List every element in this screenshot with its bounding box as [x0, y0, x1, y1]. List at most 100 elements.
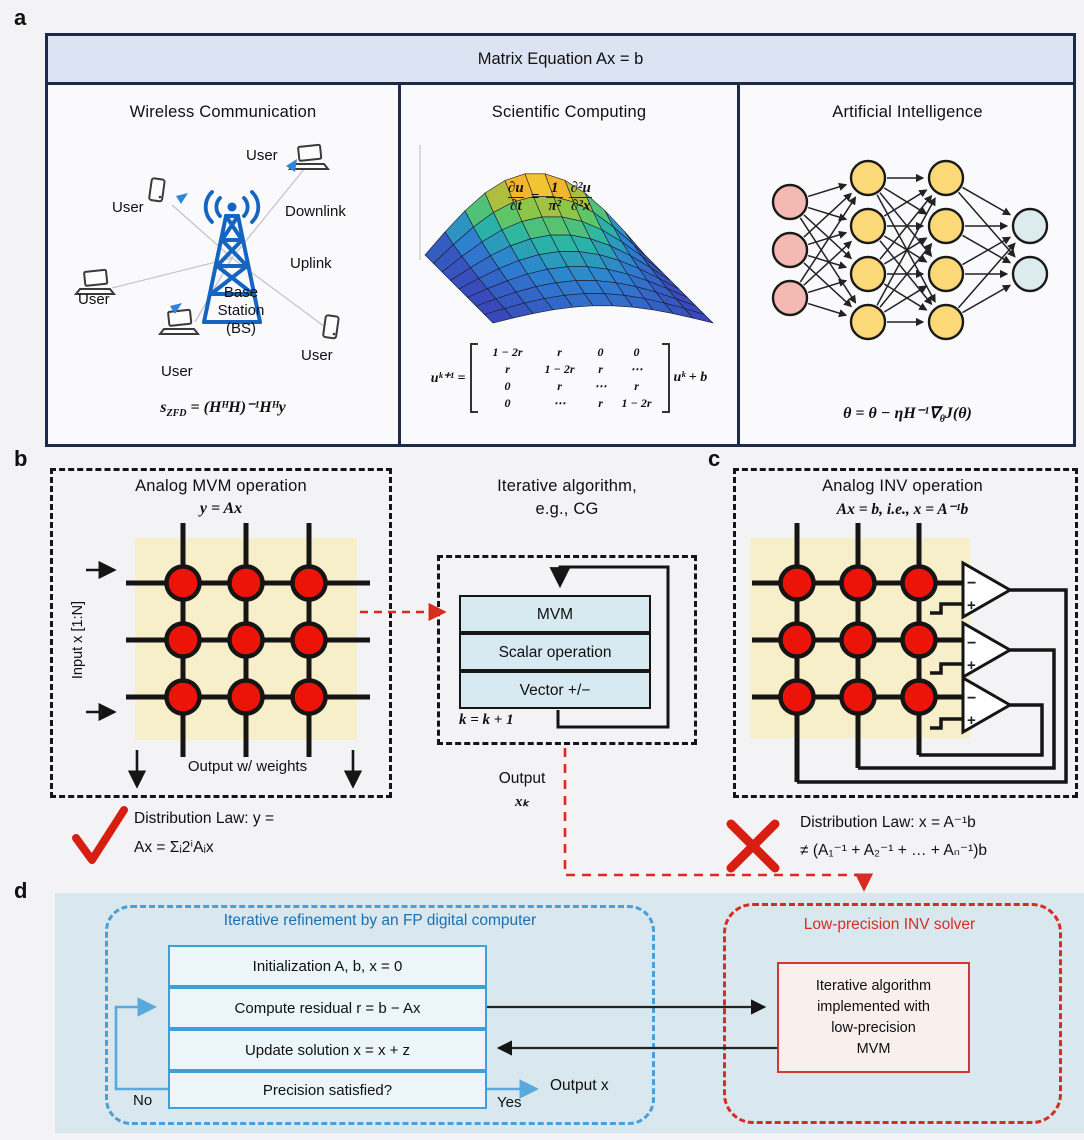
- panel-c-dashed-box: [733, 468, 1078, 798]
- pde-eq: =: [530, 189, 540, 205]
- step-precision-check: Precision satisfied?: [168, 1071, 487, 1109]
- matrix-cell: 0: [597, 345, 604, 359]
- user-label-left: User: [112, 199, 144, 216]
- algo-step-scalar: Scalar operation: [459, 633, 651, 671]
- step-update-solution: Update solution x = x + z: [168, 1029, 487, 1071]
- step-compute-residual: Compute residual r = b − Ax: [168, 987, 487, 1029]
- step-initialization: Initialization A, b, x = 0: [168, 945, 487, 987]
- pde-n2: 1: [550, 180, 559, 196]
- panel-a-header: Matrix Equation Ax = b: [48, 36, 1073, 85]
- ai-title: Artificial Intelligence: [832, 103, 983, 121]
- pde-n1: ∂u: [508, 180, 524, 196]
- inv-box-line2: implemented with: [817, 999, 930, 1016]
- pde-d3: ∂²x: [569, 197, 593, 214]
- algo-output-var: xₖ: [515, 794, 529, 810]
- panel-c-label: c: [708, 446, 721, 471]
- check-mark-icon: [72, 806, 128, 864]
- user-label-bottom: User: [161, 363, 193, 380]
- zfd-sub: ZFD: [166, 408, 187, 419]
- user-label-top: User: [246, 147, 278, 164]
- base-station-label: Base Station (BS): [196, 284, 286, 338]
- uplink-label: Uplink: [290, 255, 332, 272]
- output-weights-label: Output w/ weights: [187, 758, 308, 775]
- algo-step-vector: Vector +/−: [459, 671, 651, 709]
- matrix-cell: r: [598, 396, 603, 410]
- matrix-cell: r: [634, 379, 639, 393]
- iteration-counter: k = k + 1: [459, 712, 514, 728]
- panel-a-label: a: [14, 5, 27, 30]
- matrix-rhs: uᵏ + b: [673, 370, 708, 385]
- user-label-farleft: User: [78, 291, 110, 308]
- scientific-title: Scientific Computing: [491, 103, 647, 121]
- inv-box-line1: Iterative algorithm: [815, 978, 932, 994]
- algo-output-label: Output: [498, 770, 546, 787]
- zfd-formula: sZFD = (HᴴH)⁻¹Hᴴy: [48, 397, 398, 419]
- iterative-refinement-title: Iterative refinement by an FP digital co…: [223, 912, 537, 929]
- user-label-right: User: [301, 347, 333, 364]
- matrix-cell: ⋯: [553, 396, 566, 410]
- bs-line1: Base: [223, 284, 259, 301]
- dist-law-b-line1: Distribution Law: y =: [134, 810, 274, 827]
- inv-box-line4: MVM: [856, 1041, 891, 1058]
- matrix-cell: r: [598, 362, 603, 376]
- matrix-cell: 0: [504, 379, 511, 393]
- bs-line2: Station: [217, 302, 265, 319]
- algorithm-dashed-box: [437, 555, 697, 745]
- ai-formula: θ = θ − ηH⁻¹∇θJ(θ): [740, 403, 1075, 425]
- column-divider-2: [737, 82, 740, 444]
- matrix-cell: r: [557, 345, 562, 359]
- ai-formula-post: J(θ): [944, 405, 972, 422]
- panel-c-title: Analog INV operation: [822, 477, 983, 495]
- matrix-cell: 1 − 2r: [492, 345, 523, 359]
- dist-law-c-line2: ≠ (A₁⁻¹ + A₂⁻¹ + … + Aₙ⁻¹)b: [800, 842, 988, 859]
- matrix-cell: ⋯: [630, 362, 643, 376]
- matrix-grid: 1 − 2r r 0 0 r 1 − 2r r ⋯ 0 r ⋯ r 0 ⋯ r 1 − 2r: [482, 343, 658, 413]
- inv-solver-title: Low-precision INV solver: [803, 916, 976, 933]
- zfd-rhs: = (HᴴH)⁻¹Hᴴy: [186, 399, 286, 416]
- matrix-lhs: uᵏ⁺¹ =: [430, 370, 466, 386]
- pde-d1: ∂t: [508, 197, 524, 214]
- final-output-label: Output x: [550, 1077, 609, 1094]
- panel-b-subtitle: y = Ax: [199, 500, 243, 517]
- panel-b-label: b: [14, 446, 28, 471]
- matrix-cell: ⋯: [594, 379, 607, 393]
- algorithm-title-line1: Iterative algorithm,: [497, 477, 637, 495]
- matrix-bracket-right: [661, 343, 670, 413]
- zfd-lhs: s: [160, 399, 167, 416]
- matrix-cell: 1 − 2r: [621, 396, 652, 410]
- panel-a-header-text: Matrix Equation Ax = b: [477, 50, 644, 68]
- pde-n3: ∂²u: [570, 180, 591, 196]
- panel-b-title: Analog MVM operation: [135, 477, 307, 495]
- algo-step-mvm: MVM: [459, 595, 651, 633]
- input-axis-label: Input x [1:N]: [70, 600, 86, 680]
- inv-box-line3: low-precision: [831, 1020, 916, 1037]
- matrix-bracket-left: [469, 343, 478, 413]
- ai-formula-pre: θ = θ − ηH⁻¹∇: [843, 405, 940, 422]
- no-branch-label: No: [133, 1092, 153, 1109]
- downlink-label: Downlink: [285, 203, 346, 220]
- ai-formula-sub: θ: [939, 414, 945, 425]
- matrix-cell: 0: [633, 345, 640, 359]
- inv-solver-dashed-box: [723, 903, 1062, 1124]
- column-divider-1: [398, 82, 401, 444]
- matrix-cell: r: [557, 379, 562, 393]
- inv-solver-inner-box: Iterative algorithm implemented with low…: [777, 962, 970, 1073]
- dist-law-b-line2: Ax = Σᵢ2ⁱAᵢx: [134, 839, 214, 856]
- panel-c-subtitle: Ax = b, i.e., x = A⁻¹b: [836, 501, 969, 518]
- wireless-title: Wireless Communication: [129, 103, 317, 121]
- pde-d2: π²: [546, 197, 564, 214]
- cross-mark-icon: [726, 819, 780, 873]
- matrix-cell: r: [505, 362, 510, 376]
- pde-formula: ∂u ∂t = 1 π² ∂²u ∂²x: [505, 180, 595, 215]
- dist-law-c-line1: Distribution Law: x = A⁻¹b: [800, 814, 976, 831]
- algorithm-title-line2: e.g., CG: [535, 500, 599, 518]
- panel-b-dashed-box: [50, 468, 392, 798]
- iterative-refinement-dashed-box: [105, 905, 655, 1125]
- panel-d-label: d: [14, 878, 28, 903]
- yes-branch-label: Yes: [497, 1094, 522, 1111]
- bs-line3: (BS): [226, 320, 256, 337]
- matrix-cell: 0: [504, 396, 511, 410]
- matrix-cell: 1 − 2r: [544, 362, 575, 376]
